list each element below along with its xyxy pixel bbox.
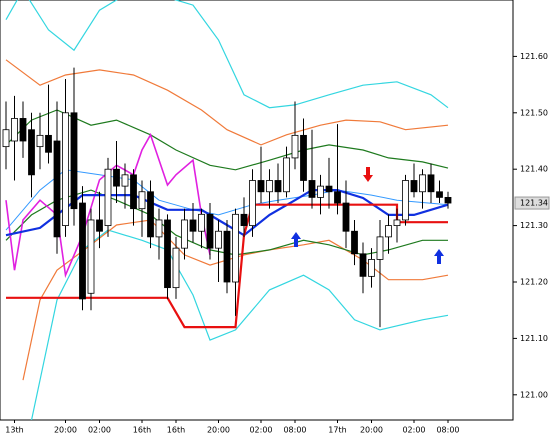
- candle-body: [36, 134, 44, 148]
- x-tick-label: 20:00: [207, 426, 230, 435]
- candle-body: [96, 219, 103, 232]
- candle-body: [45, 134, 52, 153]
- candle-body: [359, 253, 367, 277]
- candle-body: [351, 230, 358, 255]
- candle-body: [283, 157, 290, 193]
- candle-body: [11, 118, 18, 142]
- candle-body: [376, 236, 384, 260]
- candle-body: [274, 180, 282, 193]
- candle-body: [368, 259, 375, 277]
- candle-body: [385, 225, 392, 238]
- y-tick-label: 121.50: [520, 108, 548, 117]
- candle-body: [130, 174, 137, 210]
- candles: [2, 67, 452, 328]
- x-tick-label: 02:00: [249, 426, 272, 435]
- candle-body: [121, 174, 129, 187]
- candle-body: [113, 168, 120, 187]
- candle-body: [300, 134, 307, 181]
- candle-body: [138, 191, 146, 210]
- candle-body: [164, 219, 171, 289]
- candle-body: [28, 129, 35, 176]
- candle-body: [172, 247, 180, 289]
- candle-body: [147, 191, 154, 238]
- x-tick-label: 16th: [167, 426, 185, 435]
- candle-body: [53, 140, 61, 238]
- y-tick-label: 121.40: [520, 165, 548, 174]
- indicator-line: [5, 0, 449, 109]
- candle-body: [334, 191, 341, 204]
- price-label: 121.34: [520, 199, 548, 208]
- price-label-box: [514, 196, 550, 210]
- candle-body: [444, 196, 452, 204]
- candle-body: [427, 174, 435, 193]
- candle-body: [215, 230, 222, 249]
- x-tick-label: 16th: [133, 426, 151, 435]
- candle-body: [181, 219, 188, 249]
- candle-body: [189, 219, 197, 232]
- candle-body: [266, 180, 273, 193]
- candle-body: [232, 213, 239, 283]
- x-tick-label: 13th: [5, 426, 23, 435]
- x-tick-label: 08:00: [436, 426, 459, 435]
- x-tick-label: 02:00: [88, 426, 111, 435]
- candle-body: [393, 219, 401, 227]
- candle-body: [19, 118, 27, 142]
- y-tick-label: 121.00: [520, 390, 548, 399]
- y-tick-label: 121.20: [520, 278, 548, 287]
- candle-body: [79, 202, 86, 300]
- candle-body: [240, 213, 248, 227]
- candle-body: [70, 112, 78, 210]
- buy-arrow: [291, 232, 301, 247]
- candle-body: [410, 180, 418, 193]
- candle-body: [402, 180, 409, 221]
- candle-body: [419, 174, 426, 193]
- x-tick-label: 08:00: [283, 426, 306, 435]
- candle-body: [308, 180, 316, 198]
- candle-body: [342, 202, 350, 232]
- candle-body: [291, 134, 299, 159]
- candle-body: [206, 213, 214, 249]
- x-tick-label: 17th: [328, 426, 346, 435]
- candle-body: [155, 219, 163, 238]
- axes: 121.00 121.10 121.20 121.30 121.40 121.50 121.…: [5, 52, 550, 435]
- candle-body: [317, 185, 324, 198]
- sell-arrow: [363, 167, 373, 182]
- candle-body: [62, 112, 69, 227]
- x-tick-label: 20:00: [360, 426, 383, 435]
- y-tick-label: 121.30: [520, 221, 548, 230]
- y-tick-label: 121.60: [520, 52, 548, 61]
- candle-body: [249, 180, 256, 226]
- buy-arrow: [434, 249, 444, 264]
- y-tick-label: 121.10: [520, 334, 548, 343]
- candle-body: [198, 213, 205, 232]
- candle-body: [104, 168, 112, 226]
- candle-body: [223, 230, 231, 283]
- x-tick-label: 20:00: [54, 426, 77, 435]
- candle-body: [325, 185, 333, 193]
- candle-body: [87, 219, 95, 294]
- candle-body: [436, 191, 443, 198]
- indicator-line: [30, 229, 449, 420]
- candle-body: [257, 180, 265, 193]
- indicator-line: [5, 59, 449, 146]
- x-tick-label: 02:00: [402, 426, 425, 435]
- candle-body: [2, 129, 10, 148]
- plot-frame: [0, 0, 514, 421]
